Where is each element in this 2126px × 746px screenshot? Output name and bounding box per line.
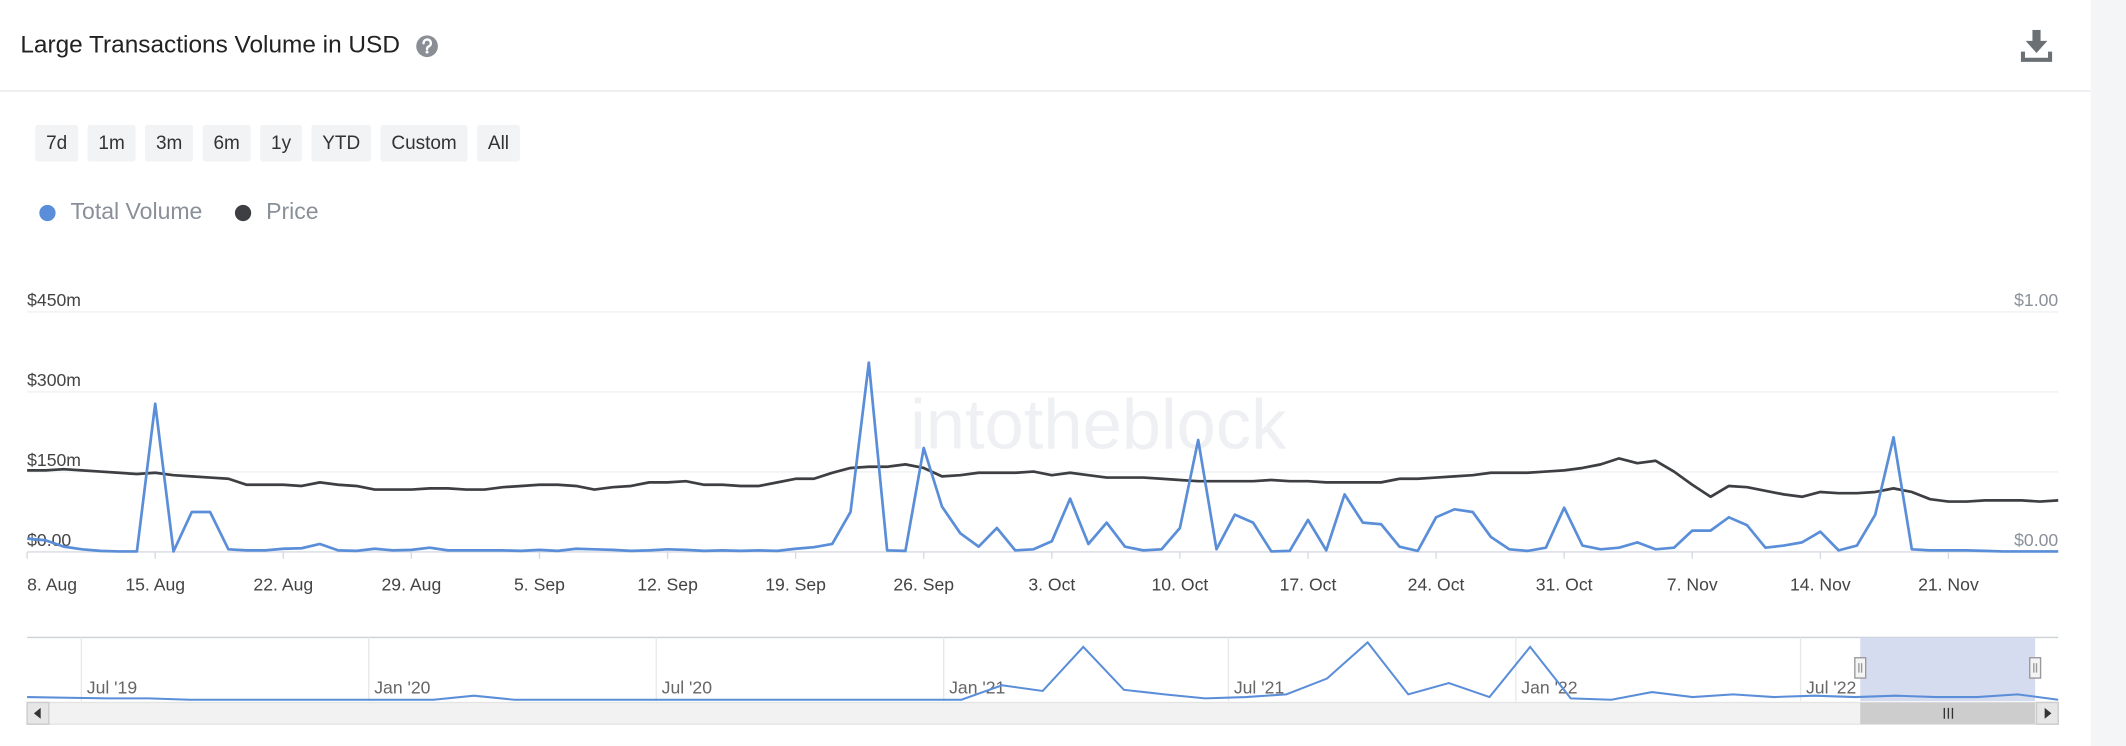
x-tick-label: 26. Sep: [893, 575, 954, 595]
download-icon[interactable]: [2020, 29, 2053, 62]
range-button-label[interactable]: 7d: [46, 133, 67, 154]
navigator-label: Jan '21: [949, 678, 1005, 698]
y-tick-label: $300m: [27, 370, 81, 390]
x-tick-label: 12. Sep: [637, 575, 698, 595]
x-tick-label: 21. Nov: [1918, 575, 1979, 595]
range-button[interactable]: 3m: [145, 124, 194, 162]
scrollbar-left-arrow: [33, 707, 41, 719]
x-tick-label: 7. Nov: [1667, 575, 1718, 595]
range-button-label[interactable]: Custom: [391, 133, 456, 154]
range-button-label[interactable]: 3m: [156, 133, 182, 154]
scrollbar-track: [26, 701, 2059, 725]
x-tick-label: 31. Oct: [1536, 575, 1593, 595]
navigator-handle-box[interactable]: [1854, 657, 1867, 679]
range-button-label[interactable]: 1m: [98, 133, 124, 154]
legend-item[interactable]: Total Volume: [39, 198, 202, 224]
range-button[interactable]: All: [477, 124, 520, 162]
range-button-bg[interactable]: [87, 124, 136, 162]
x-tick-label: 15. Aug: [125, 575, 185, 595]
range-button-bg[interactable]: [202, 124, 251, 162]
navigator-label: Jan '22: [1521, 678, 1577, 698]
legend-label[interactable]: Total Volume: [71, 198, 203, 224]
range-button-label[interactable]: YTD: [322, 133, 360, 154]
legend-marker[interactable]: [234, 204, 252, 222]
range-button-bg[interactable]: [260, 124, 302, 162]
navigator-line: [27, 640, 2059, 701]
title: Large Transactions Volume in USD: [20, 32, 400, 59]
y2-tick-label: $0.00: [2014, 530, 2058, 550]
navigator-label: Jul '21: [1234, 678, 1284, 698]
x-tick-label: 5. Sep: [514, 575, 565, 595]
range-button-label[interactable]: All: [488, 133, 509, 154]
x-tick-label: 19. Sep: [765, 575, 826, 595]
navigator-selection: [1860, 637, 2036, 702]
range-button-bg[interactable]: [145, 124, 194, 162]
range-button-bg[interactable]: [35, 124, 79, 162]
range-button-bg[interactable]: [477, 124, 520, 162]
navigator-label: Jan '20: [374, 678, 430, 698]
watermark: intotheblock: [910, 385, 1287, 464]
range-button[interactable]: 7d: [35, 124, 79, 162]
range-button-bg[interactable]: [380, 124, 468, 162]
legend-item[interactable]: Price: [234, 198, 319, 224]
range-button-label[interactable]: 1y: [271, 133, 292, 154]
range-button[interactable]: Custom: [380, 124, 468, 162]
x-tick-label: 3. Oct: [1028, 575, 1075, 595]
y-tick-label: $450m: [27, 290, 81, 310]
x-tick-label: 8. Aug: [27, 575, 77, 595]
navigator-handle[interactable]: [2029, 657, 2042, 679]
series-line: [26, 361, 2059, 553]
x-tick-label: 29. Aug: [382, 575, 442, 595]
range-button[interactable]: 1m: [87, 124, 136, 162]
range-button[interactable]: 6m: [202, 124, 251, 162]
series-line: [27, 457, 2059, 503]
navigator-label: Jul '22: [1806, 678, 1856, 698]
navigator-handle[interactable]: [1854, 657, 1867, 679]
x-tick-label: 22. Aug: [253, 575, 313, 595]
help-icon[interactable]: [416, 35, 438, 58]
range-button[interactable]: 1y: [260, 124, 302, 162]
legend-marker[interactable]: [39, 204, 56, 222]
range-button-bg[interactable]: [311, 124, 372, 162]
x-tick-label: 10. Oct: [1152, 575, 1209, 595]
x-tick-label: 14. Nov: [1790, 575, 1851, 595]
x-tick-label: 24. Oct: [1408, 575, 1465, 595]
x-tick-label: 17. Oct: [1280, 575, 1337, 595]
range-button[interactable]: YTD: [311, 124, 372, 162]
scrollbar-right-arrow: [2044, 707, 2052, 719]
legend-label[interactable]: Price: [266, 198, 318, 224]
range-button-label[interactable]: 6m: [213, 133, 239, 154]
y2-tick-label: $1.00: [2014, 290, 2058, 310]
navigator-handle-box[interactable]: [2029, 657, 2042, 679]
navigator-label: Jul '20: [662, 678, 713, 698]
y-tick-label: $150m: [27, 450, 81, 470]
navigator-label: Jul '19: [87, 678, 137, 698]
